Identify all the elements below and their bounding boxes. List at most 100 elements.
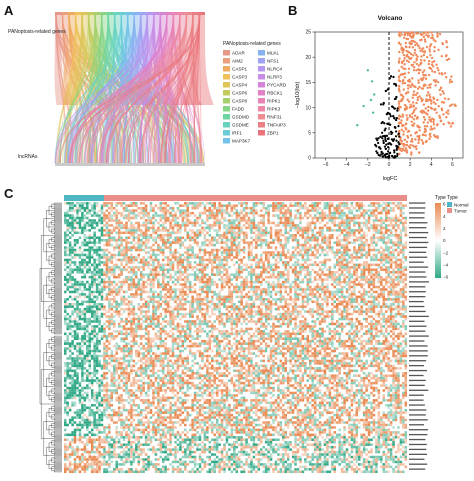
heatmap-cell (166, 268, 170, 272)
volcano-point-up (400, 73, 404, 76)
heatmap-cell (277, 273, 280, 276)
heatmap-cell (90, 226, 94, 230)
heatmap-cell (127, 258, 131, 262)
heatmap-cell (139, 295, 143, 299)
heatmap-cell (152, 290, 155, 294)
heatmap-cell (370, 278, 373, 281)
heatmap-cell (184, 238, 187, 242)
heatmap-cell (179, 278, 182, 281)
heatmap-cell (83, 243, 87, 247)
heatmap-cell (284, 243, 287, 247)
dendrogram-branch (46, 243, 62, 261)
heatmap-cell (402, 256, 405, 259)
heatmap-cell (301, 288, 305, 291)
heatmap-cell (309, 293, 312, 296)
heatmap-cell (299, 219, 302, 222)
legend-swatch-nlrc4 (258, 66, 265, 72)
volcano-point-up (422, 32, 425, 35)
heatmap-cell (162, 236, 165, 240)
heatmap-cell (362, 273, 366, 276)
heatmap-cell (323, 216, 327, 220)
volcano-point-up (403, 63, 406, 66)
heatmap-cell (362, 241, 366, 244)
heatmap-cell (240, 275, 243, 279)
heatmap-cell (157, 293, 160, 296)
heatmap-cell (135, 270, 138, 274)
heatmap-cell (203, 290, 207, 294)
heatmap-cell (174, 290, 177, 294)
heatmap-cell (264, 209, 268, 212)
heatmap-cell (365, 275, 368, 279)
volcano-point-down (369, 98, 373, 102)
heatmap-cell (220, 285, 224, 289)
heatmap-cell (86, 241, 89, 244)
heatmap-cell (211, 216, 214, 220)
heatmap-cell (360, 293, 363, 296)
volcano-point-up (422, 35, 426, 39)
heatmap-cell (255, 290, 258, 294)
volcano-point-up (408, 106, 411, 109)
volcano-point-up (418, 46, 421, 50)
heatmap-cell (66, 303, 69, 306)
heatmap-cell (301, 236, 305, 240)
heatmap-cell (267, 241, 270, 244)
heatmap-cell (220, 251, 224, 254)
heatmap-cell (98, 290, 101, 294)
heatmap-cell (78, 270, 82, 274)
heatmap-cell (181, 295, 185, 299)
heatmap-cell (264, 231, 268, 235)
volcano-point-up (436, 32, 439, 35)
heatmap-cell (250, 298, 253, 301)
heatmap-cell (196, 216, 199, 220)
heatmap-cell (228, 278, 231, 281)
heatmap-cell (370, 202, 373, 205)
heatmap-cell (394, 283, 398, 286)
heatmap-cell (68, 266, 72, 269)
heatmap-cell (171, 256, 175, 259)
heatmap-cell (286, 268, 290, 272)
heatmap-cell (64, 290, 67, 294)
heatmap-cell (282, 253, 285, 257)
heatmap-cell (313, 288, 317, 291)
heatmap-cell (360, 243, 363, 247)
heatmap-cell (154, 275, 158, 279)
heatmap-cell (277, 234, 280, 237)
heatmap-cell (375, 258, 378, 262)
heatmap-cell (127, 211, 131, 215)
legend-label-gsdmd: GSDMD (232, 115, 250, 120)
heatmap-cell (353, 206, 356, 210)
heatmap-cell (326, 238, 329, 242)
heatmap-cell (323, 204, 327, 207)
volcano-point-up (423, 69, 426, 72)
volcano-point-up (451, 121, 454, 125)
heatmap-cell (399, 241, 403, 244)
heatmap-cell (294, 285, 297, 289)
heatmap-cell (213, 238, 216, 242)
heatmap-cell (318, 261, 322, 264)
heatmap-cell (188, 285, 192, 289)
heatmap-cell (387, 209, 390, 212)
heatmap-cell (68, 221, 72, 225)
volcano-point-up (402, 88, 405, 91)
heatmap-cell (299, 211, 302, 215)
volcano-point-up (410, 52, 413, 56)
heatmap-cell (338, 202, 341, 205)
heatmap-cell (247, 285, 251, 289)
heatmap-cell (154, 273, 158, 276)
heatmap-cell (98, 241, 101, 244)
heatmap-cell (157, 273, 160, 276)
heatmap-cell (237, 241, 241, 244)
heatmap-cell (306, 224, 310, 227)
heatmap-cell (309, 288, 312, 291)
heatmap-cell (394, 204, 398, 207)
heatmap-cell (309, 258, 312, 262)
heatmap-cell (117, 288, 121, 291)
heatmap-cell (159, 285, 163, 289)
heatmap-cell (304, 202, 307, 205)
heatmap-cell (328, 226, 332, 230)
heatmap-cell (132, 278, 136, 281)
heatmap-cell (306, 231, 310, 235)
heatmap-cell (164, 216, 167, 220)
heatmap-cell (188, 214, 192, 217)
legend-label-fadd: FADD (232, 107, 245, 112)
